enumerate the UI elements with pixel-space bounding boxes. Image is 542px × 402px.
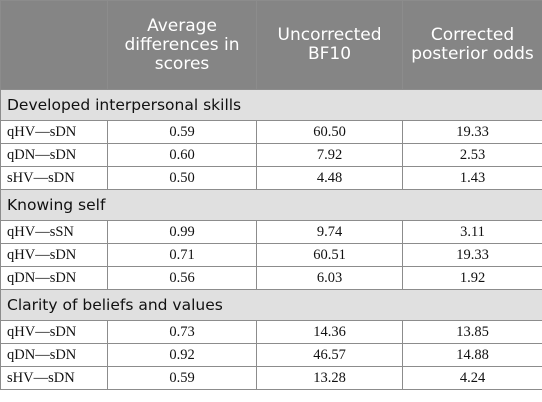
avg-diff-cell: 0.56 xyxy=(107,266,257,290)
table-row: sHV—sDN 0.50 4.48 1.43 xyxy=(0,166,542,190)
section-header: Developed interpersonal skills xyxy=(0,89,542,121)
header-comparison xyxy=(0,0,108,90)
posterior-odds-cell: 19.33 xyxy=(402,120,542,144)
bf10-cell: 13.28 xyxy=(256,366,403,390)
section-title: Clarity of beliefs and values xyxy=(0,289,542,321)
bf10-cell: 60.50 xyxy=(256,120,403,144)
row-label: qHV—sSN xyxy=(0,220,108,244)
avg-diff-cell: 0.73 xyxy=(107,320,257,344)
row-label: sHV—sDN xyxy=(0,166,108,190)
table-row: sHV—sDN 0.59 13.28 4.24 xyxy=(0,366,542,390)
section-header: Clarity of beliefs and values xyxy=(0,289,542,321)
avg-diff-cell: 0.50 xyxy=(107,166,257,190)
table-row: qDN—sDN 0.56 6.03 1.92 xyxy=(0,266,542,290)
posterior-odds-cell: 1.43 xyxy=(402,166,542,190)
bf10-cell: 4.48 xyxy=(256,166,403,190)
section-title: Knowing self xyxy=(0,189,542,221)
avg-diff-cell: 0.71 xyxy=(107,243,257,267)
posterior-odds-cell: 19.33 xyxy=(402,243,542,267)
header-row: Average differences in scores Uncorrecte… xyxy=(0,0,542,90)
row-label: qHV—sDN xyxy=(0,243,108,267)
posterior-odds-cell: 2.53 xyxy=(402,143,542,167)
avg-diff-cell: 0.92 xyxy=(107,343,257,367)
bf10-cell: 46.57 xyxy=(256,343,403,367)
row-label: qHV—sDN xyxy=(0,120,108,144)
bf10-cell: 60.51 xyxy=(256,243,403,267)
bf10-cell: 9.74 xyxy=(256,220,403,244)
avg-diff-cell: 0.59 xyxy=(107,120,257,144)
table-row: qHV—sDN 0.73 14.36 13.85 xyxy=(0,320,542,344)
table-row: qHV—sSN 0.99 9.74 3.11 xyxy=(0,220,542,244)
table-row: qHV—sDN 0.71 60.51 19.33 xyxy=(0,243,542,267)
row-label: qHV—sDN xyxy=(0,320,108,344)
row-label: sHV—sDN xyxy=(0,366,108,390)
posterior-odds-cell: 3.11 xyxy=(402,220,542,244)
header-corrected-posterior-odds: Corrected posterior odds xyxy=(402,0,542,90)
header-average-differences: Average differences in scores xyxy=(107,0,257,90)
results-table: Average differences in scores Uncorrecte… xyxy=(0,0,542,390)
bf10-cell: 6.03 xyxy=(256,266,403,290)
row-label: qDN—sDN xyxy=(0,343,108,367)
bf10-cell: 7.92 xyxy=(256,143,403,167)
posterior-odds-cell: 14.88 xyxy=(402,343,542,367)
avg-diff-cell: 0.59 xyxy=(107,366,257,390)
section-header: Knowing self xyxy=(0,189,542,221)
posterior-odds-cell: 4.24 xyxy=(402,366,542,390)
avg-diff-cell: 0.60 xyxy=(107,143,257,167)
table-row: qDN—sDN 0.60 7.92 2.53 xyxy=(0,143,542,167)
posterior-odds-cell: 13.85 xyxy=(402,320,542,344)
avg-diff-cell: 0.99 xyxy=(107,220,257,244)
bf10-cell: 14.36 xyxy=(256,320,403,344)
section-title: Developed interpersonal skills xyxy=(0,89,542,121)
row-label: qDN—sDN xyxy=(0,266,108,290)
row-label: qDN—sDN xyxy=(0,143,108,167)
posterior-odds-cell: 1.92 xyxy=(402,266,542,290)
table-row: qHV—sDN 0.59 60.50 19.33 xyxy=(0,120,542,144)
header-uncorrected-bf10: Uncorrected BF10 xyxy=(256,0,403,90)
table-row: qDN—sDN 0.92 46.57 14.88 xyxy=(0,343,542,367)
